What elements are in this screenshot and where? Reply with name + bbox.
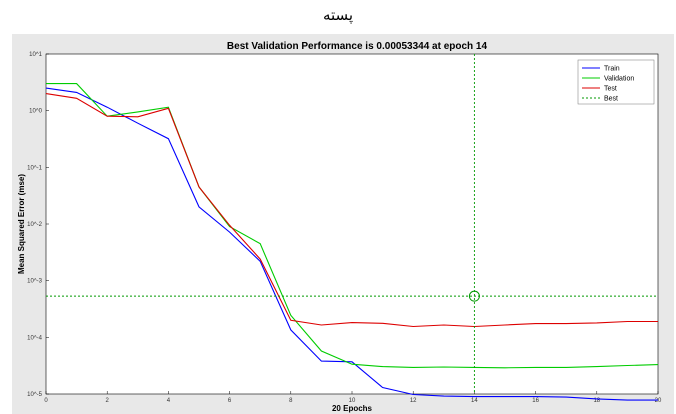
ticks-layer: 0 2 4 6 8 10 12 14 16 18 20 10^1 10^0 10^-1 10^-2 10^-3…	[27, 52, 662, 404]
y-tick-label: 10^0	[29, 109, 42, 115]
x-tick-label: 8	[289, 398, 293, 404]
legend-label-validation: Validation	[604, 76, 634, 83]
series-line-train	[45, 87, 658, 401]
series-layer	[45, 83, 659, 401]
y-tick-label: 10^-3	[27, 279, 42, 285]
x-axis-label: 20 Epochs	[332, 404, 373, 413]
y-tick-label: 10^-4	[27, 335, 42, 341]
chart-title: Best Validation Performance is 0.0005334…	[227, 41, 488, 52]
x-tick-label: 4	[167, 398, 171, 404]
y-tick-label: 10^-2	[27, 222, 42, 228]
legend-label-test: Test	[604, 86, 617, 93]
y-tick-label: 10^-1	[27, 165, 42, 171]
x-tick-label: 18	[593, 398, 600, 404]
x-tick-label: 10	[349, 398, 356, 404]
series-line-validation	[46, 83, 659, 369]
y-tick-label: 10^1	[29, 52, 42, 58]
x-tick-label: 2	[106, 398, 110, 404]
legend-label-train: Train	[604, 66, 620, 73]
x-tick-label: 20	[655, 398, 662, 404]
plot-area	[45, 53, 659, 395]
figure-caption: پسته	[322, 7, 354, 24]
x-tick-label: 0	[44, 398, 48, 404]
legend-box	[577, 59, 655, 105]
plot-figure: Best Validation Performance is 0.0005334…	[12, 34, 674, 414]
x-tick-label: 16	[532, 398, 539, 404]
x-tick-label: 12	[410, 398, 417, 404]
series-line-test	[45, 93, 658, 328]
y-tick-label: 10^-5	[27, 392, 42, 398]
best-marker	[468, 290, 480, 302]
x-tick-label: 14	[471, 398, 478, 404]
best-layer	[46, 54, 658, 394]
legend-label-best: Best	[604, 96, 618, 103]
y-axis-label: Mean Squared Error (mse)	[17, 174, 26, 274]
x-tick-label: 6	[228, 398, 232, 404]
performance-chart: Best Validation Performance is 0.0005334…	[17, 41, 662, 413]
legend: Train Validation Test Best	[577, 59, 655, 105]
